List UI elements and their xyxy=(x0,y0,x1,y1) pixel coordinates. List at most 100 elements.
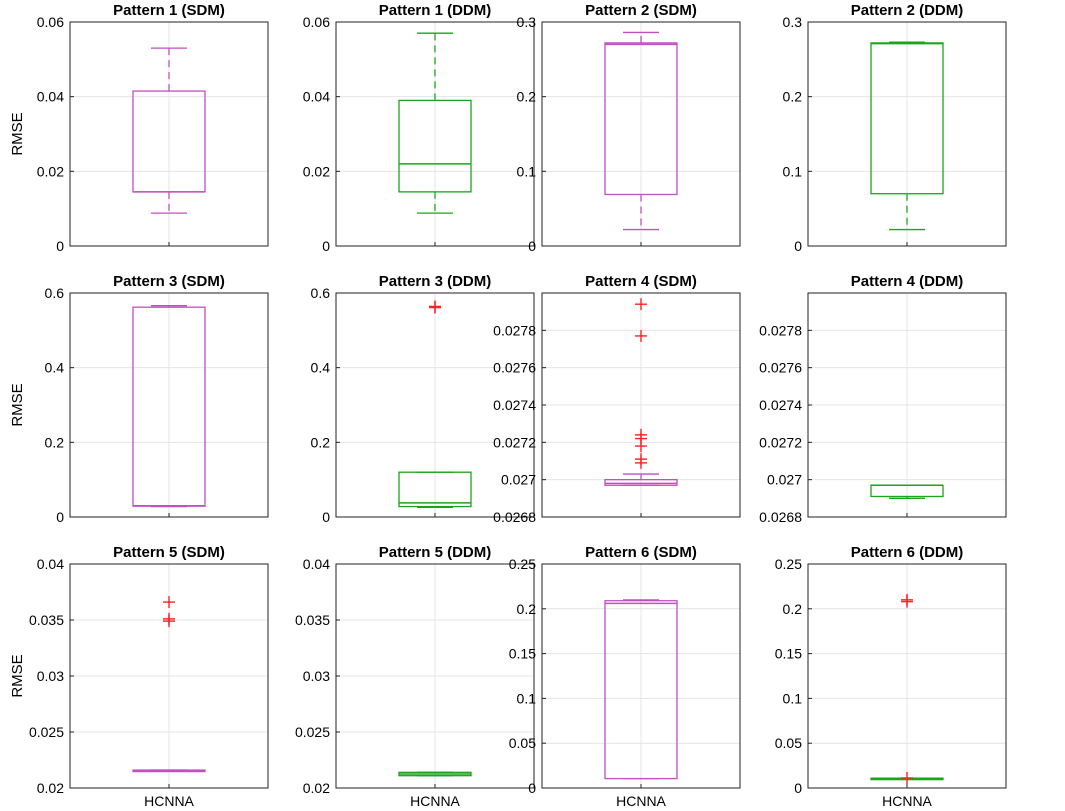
subplot-title: Pattern 3 (SDM) xyxy=(113,273,225,290)
outlier-marker xyxy=(635,298,647,311)
y-tick-label: 0.2 xyxy=(45,434,65,450)
y-tick-label: 0 xyxy=(56,238,64,254)
y-tick-label: 0.0274 xyxy=(759,397,802,413)
subplot-5: 0 0.2 0.4 0.6 Pattern 3 (SDM) RMSE xyxy=(9,273,269,525)
y-tick-label: 0 xyxy=(794,238,802,254)
y-tick-label: 0.2 xyxy=(517,89,537,105)
subplot-title: Pattern 6 (SDM) xyxy=(585,544,697,561)
y-axis-label: RMSE xyxy=(9,383,26,426)
iqr-box xyxy=(398,99,472,193)
y-tick-label: 0.035 xyxy=(295,612,330,628)
y-tick-label: 0.15 xyxy=(775,646,802,662)
y-tick-label: 0.0272 xyxy=(759,434,802,450)
y-tick-label: 0.06 xyxy=(303,14,330,30)
y-tick-label: 0.25 xyxy=(775,556,802,572)
y-tick-label: 0 xyxy=(528,238,536,254)
subplot-9: 0.02 0.025 0.03 0.035 0.04 Pattern 5 (SDM) RMS… xyxy=(9,544,269,809)
y-tick-label: 0.0278 xyxy=(759,322,802,338)
y-tick-label: 0 xyxy=(528,780,536,796)
subplot-title: Pattern 1 (SDM) xyxy=(113,2,225,19)
y-tick-label: 0.06 xyxy=(37,14,64,30)
y-tick-label: 0.15 xyxy=(509,646,536,662)
y-tick-label: 0.03 xyxy=(303,668,330,684)
outlier-marker xyxy=(635,428,647,441)
y-tick-label: 0.1 xyxy=(783,163,803,179)
subplot-title: Pattern 2 (SDM) xyxy=(585,2,697,19)
y-tick-label: 0.02 xyxy=(303,163,330,179)
y-tick-label: 0.04 xyxy=(37,89,64,105)
iqr-box xyxy=(604,479,678,486)
y-tick-label: 0 xyxy=(322,509,330,525)
y-tick-label: 0.05 xyxy=(509,735,536,751)
subplot-4: 0 0.1 0.2 0.3 Pattern 2 (DDM) xyxy=(783,2,1007,254)
y-tick-label: 0.2 xyxy=(783,89,803,105)
subplot-11: 0 0.05 0.1 0.15 0.2 0.25 Pattern 6 (SDM) HCNNA xyxy=(509,544,741,809)
y-tick-label: 0.0268 xyxy=(759,509,802,525)
y-tick-label: 0.0278 xyxy=(493,322,536,338)
y-tick-label: 0.025 xyxy=(29,724,64,740)
y-tick-label: 0.3 xyxy=(517,14,537,30)
y-tick-label: 0.6 xyxy=(311,285,331,301)
y-tick-label: 0.3 xyxy=(783,14,803,30)
subplot-title: Pattern 4 (DDM) xyxy=(851,273,964,290)
y-tick-label: 0.0276 xyxy=(759,360,802,376)
y-tick-label: 0.1 xyxy=(783,690,803,706)
iqr-box xyxy=(604,42,678,196)
subplot-title: Pattern 5 (SDM) xyxy=(113,544,225,561)
outlier-marker xyxy=(429,300,441,313)
y-tick-label: 0.02 xyxy=(37,780,64,796)
y-tick-label: 0.02 xyxy=(37,163,64,179)
y-tick-label: 0 xyxy=(322,238,330,254)
x-category-label: HCNNA xyxy=(144,793,194,809)
iqr-box xyxy=(604,600,678,780)
y-tick-label: 0.05 xyxy=(775,735,802,751)
y-tick-label: 0.4 xyxy=(311,360,331,376)
y-tick-label: 0.1 xyxy=(517,690,537,706)
y-tick-label: 0.1 xyxy=(517,163,537,179)
y-tick-label: 0.04 xyxy=(303,556,330,572)
outlier-marker xyxy=(901,593,913,606)
y-tick-label: 0.6 xyxy=(45,285,65,301)
outlier-marker xyxy=(163,612,175,625)
y-tick-label: 0.04 xyxy=(37,556,64,572)
subplot-3: 0 0.1 0.2 0.3 Pattern 2 (SDM) xyxy=(517,2,741,254)
subplot-title: Pattern 2 (DDM) xyxy=(851,2,964,19)
y-tick-label: 0.25 xyxy=(509,556,536,572)
x-category-label: HCNNA xyxy=(882,793,932,809)
y-tick-label: 0.027 xyxy=(767,472,802,488)
y-tick-label: 0.0276 xyxy=(493,360,536,376)
y-tick-label: 0.2 xyxy=(783,601,803,617)
y-tick-label: 0.0274 xyxy=(493,397,536,413)
subplot-title: Pattern 5 (DDM) xyxy=(379,544,492,561)
y-tick-label: 0.2 xyxy=(517,601,537,617)
y-tick-label: 0 xyxy=(56,509,64,525)
y-tick-label: 0 xyxy=(794,780,802,796)
y-tick-label: 0.2 xyxy=(311,434,331,450)
subplot-12: 0 0.05 0.1 0.15 0.2 0.25 Pattern 6 (DDM) HCNNA xyxy=(775,544,1007,809)
outlier-marker xyxy=(901,771,913,784)
y-axis-label: RMSE xyxy=(9,654,26,697)
y-tick-label: 0.035 xyxy=(29,612,64,628)
x-category-label: HCNNA xyxy=(410,793,460,809)
outlier-marker xyxy=(635,329,647,342)
subplot-title: Pattern 3 (DDM) xyxy=(379,273,492,290)
y-tick-label: 0.02 xyxy=(303,780,330,796)
subplot-7: 0.0268 0.027 0.0272 0.0274 0.0276 0.0278 Patte… xyxy=(493,273,741,525)
y-tick-label: 0.03 xyxy=(37,668,64,684)
subplot-10: 0.02 0.025 0.03 0.035 0.04 Pattern 5 (DDM) HCN… xyxy=(295,544,535,809)
subplot-title: Pattern 1 (DDM) xyxy=(379,2,492,19)
subplot-1: 0 0.02 0.04 0.06 Pattern 1 (SDM) RMSE xyxy=(9,2,269,254)
y-tick-label: 0.025 xyxy=(295,724,330,740)
subplot-2: 0 0.02 0.04 0.06 Pattern 1 (DDM) xyxy=(303,2,535,254)
iqr-box xyxy=(398,471,472,508)
y-tick-label: 0.0272 xyxy=(493,434,536,450)
y-tick-label: 0.027 xyxy=(501,472,536,488)
subplot-8: 0.0268 0.027 0.0272 0.0274 0.0276 0.0278 Patte… xyxy=(759,273,1007,525)
subplot-title: Pattern 4 (SDM) xyxy=(585,273,697,290)
subplot-6: 0 0.2 0.4 0.6 Pattern 3 (DDM) xyxy=(311,273,535,525)
y-tick-label: 0.04 xyxy=(303,89,330,105)
subplot-title: Pattern 6 (DDM) xyxy=(851,544,964,561)
y-tick-label: 0.4 xyxy=(45,360,65,376)
x-category-label: HCNNA xyxy=(616,793,666,809)
